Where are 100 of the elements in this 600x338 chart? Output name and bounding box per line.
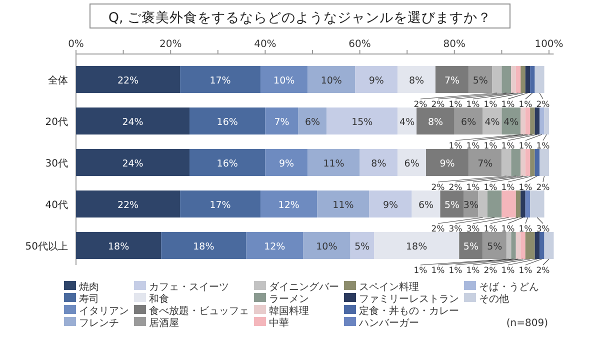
data-label: 24% [122,158,144,170]
data-label: 4% [400,117,415,128]
bar [398,108,417,134]
data-label: 9% [368,76,384,86]
data-label: 8% [428,117,444,128]
legend-label: そば・うどん [479,282,539,293]
data-label: 10% [316,242,338,252]
data-label: 18% [108,242,130,252]
data-label: 7% [444,76,460,86]
data-label: 22% [117,76,139,86]
bar [540,108,544,134]
legend-label: スペイン料理 [359,281,419,293]
data-label: 2% [536,183,550,193]
bar [412,190,440,218]
data-label: 3% [536,224,550,234]
bar [246,232,304,259]
legend-label: 食べ放題・ビュッフェ [149,305,249,317]
data-label: 1% [501,224,515,234]
data-label: 4% [504,117,519,128]
x-tick-label: 80% [443,39,466,50]
data-label: 5% [354,242,370,252]
bar [374,232,460,259]
data-label: 8% [409,76,424,86]
chart-title: Q, ご褒美外食をするならどのようなジャンルを選びますか？ [108,10,492,26]
data-label: 12% [278,200,300,211]
bar [530,108,535,134]
text: (n=809) [506,318,548,329]
data-label: 1% [431,266,445,276]
data-label: 1% [466,266,480,276]
bar [360,149,398,176]
bar [516,66,521,93]
bar [534,232,540,259]
legend-label: 和食 [149,293,169,305]
bar [440,190,464,218]
y-tick-label: 30代 [45,158,68,170]
bar [482,232,506,259]
bar [398,149,426,176]
y-tick-label: 全体 [48,74,68,86]
data-label: 18% [406,242,428,252]
data-label: 1% [448,100,462,110]
data-label: 22% [117,200,139,211]
legend-label: その他 [479,293,509,305]
data-label: 1% [501,183,515,193]
data-label: 1% [484,224,498,234]
data-label: 1% [501,142,515,152]
legend-label: ハンバーガー [358,318,419,329]
bar [534,108,540,134]
bar [534,66,544,93]
data-label: 5% [463,242,478,252]
bar [520,66,526,93]
bar [426,149,469,176]
data-label: 2% [536,266,550,276]
legend-label: 定食・丼もの・カレー [359,305,459,317]
legend-label: フレンチ [79,318,119,329]
legend-label: ラーメン [269,294,309,305]
data-label: 1% [448,142,462,152]
bar [544,108,549,134]
bar [520,149,526,176]
data-label: 6% [418,200,434,211]
data-label: 17% [210,200,231,211]
legend-label: 韓国料理 [269,305,309,317]
bar [161,232,246,259]
bar [308,149,360,176]
data-label: 5% [472,76,488,86]
bar [298,108,327,134]
legend-label: 中華 [269,317,289,329]
bar [506,232,512,259]
data-label: 4% [484,117,500,128]
data-label: 2% [414,100,428,110]
data-label: 2% [448,183,462,193]
bar [530,190,544,218]
bar [369,190,412,218]
bar [530,149,535,176]
bar [190,149,266,176]
data-label: 9% [440,158,455,170]
bar [525,66,530,93]
data-label: 10% [320,76,342,86]
data-label: 16% [216,158,238,170]
bar [180,66,260,93]
legend-label: イタリアン [79,306,129,317]
legend-label: 居酒屋 [149,317,179,329]
bar [516,190,521,218]
legend-label: ファミリーレストラン [359,294,459,305]
data-label: 11% [323,158,344,170]
bar [488,190,502,218]
data-label: 12% [264,242,286,252]
bar [534,149,540,176]
data-label: 7% [478,158,493,170]
bar [520,232,526,259]
data-label: 1% [484,100,498,110]
bar [76,149,190,176]
legend-label: ダイニングバー [269,281,339,293]
data-label: 6% [304,117,320,128]
data-label: 1% [518,100,532,110]
data-label: 5% [487,242,502,252]
bar [520,108,526,134]
bar [350,232,374,259]
y-tick-label: 50代以上 [25,240,68,252]
data-label: 2% [431,183,445,193]
data-label: 2% [484,266,498,276]
